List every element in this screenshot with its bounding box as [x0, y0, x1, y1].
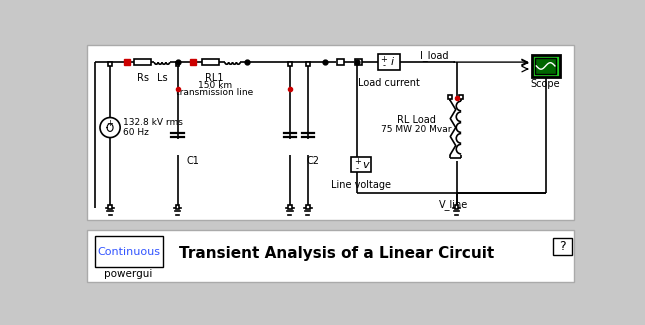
Text: ?: ? [559, 240, 566, 254]
Text: +: + [354, 157, 361, 166]
Bar [337, 59, 344, 65]
Text: Load current: Load current [358, 77, 420, 87]
Text: V_line: V_line [439, 199, 468, 210]
Text: Scope: Scope [531, 79, 561, 89]
Bar [134, 59, 151, 65]
Bar [351, 157, 372, 172]
Bar [535, 58, 557, 74]
Bar [288, 62, 292, 66]
Bar [108, 62, 112, 66]
Text: Rs: Rs [137, 73, 148, 83]
Bar [87, 45, 574, 220]
Bar [288, 205, 292, 209]
Text: transmission line: transmission line [176, 87, 253, 97]
Text: 60 Hz: 60 Hz [123, 128, 149, 137]
Text: Line voltage: Line voltage [331, 180, 391, 190]
Bar [355, 59, 362, 65]
Bar [553, 239, 572, 255]
Text: C1: C1 [187, 156, 200, 166]
Text: +: + [106, 119, 114, 128]
Bar [306, 205, 310, 209]
Bar [459, 95, 463, 99]
Text: I_load: I_load [420, 50, 448, 61]
Bar [455, 205, 459, 209]
Text: Ls: Ls [157, 73, 167, 83]
Bar [203, 59, 219, 65]
Text: i: i [391, 57, 393, 67]
Text: v: v [362, 160, 368, 170]
Text: Continuous: Continuous [97, 247, 160, 256]
Bar [95, 236, 163, 267]
Circle shape [100, 118, 120, 137]
Bar [448, 95, 452, 99]
Text: RL1: RL1 [206, 73, 224, 83]
Text: -: - [356, 164, 359, 173]
Bar [175, 205, 179, 209]
Bar [306, 62, 310, 66]
Text: C2: C2 [306, 156, 319, 166]
Text: 150 km: 150 km [197, 81, 232, 90]
Bar [87, 230, 574, 281]
Text: 132.8 kV rms: 132.8 kV rms [123, 118, 183, 127]
Text: +: + [380, 55, 387, 63]
Bar [175, 62, 179, 66]
Text: -: - [382, 61, 385, 71]
Text: powergui: powergui [104, 269, 153, 279]
Bar [108, 205, 112, 209]
Text: Transient Analysis of a Linear Circuit: Transient Analysis of a Linear Circuit [179, 246, 494, 261]
Text: RL Load: RL Load [397, 115, 435, 125]
Text: 75 MW 20 Mvar: 75 MW 20 Mvar [381, 125, 452, 134]
Bar [531, 55, 560, 77]
Bar [378, 54, 400, 70]
